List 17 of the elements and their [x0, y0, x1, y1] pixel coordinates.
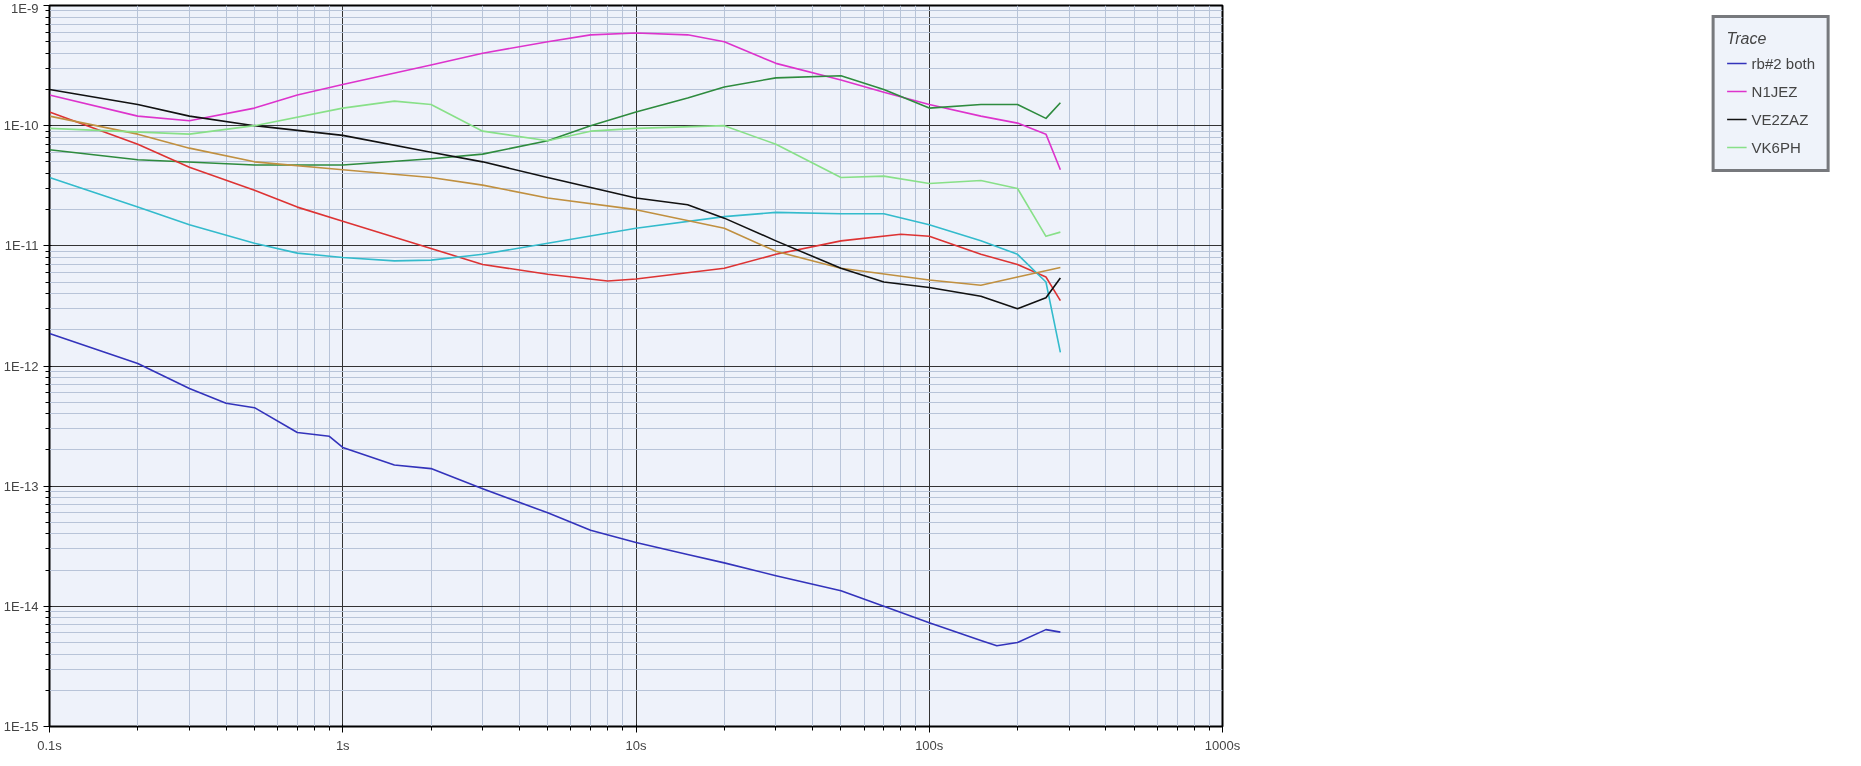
y-tick-label: 1E-14	[3, 598, 39, 614]
x-tick-label: 100s	[915, 737, 944, 753]
y-tick-label: 1E-9	[11, 0, 39, 16]
legend-title: Trace	[1726, 30, 1768, 48]
y-tick-label: 1E-13	[3, 478, 39, 494]
y-tick-label: 1E-12	[3, 358, 39, 374]
y-tick-label: 1E-10	[3, 118, 39, 134]
y-tick-label: 1E-11	[4, 238, 39, 254]
legend-label: rb#2 both	[1751, 54, 1815, 72]
x-tick-label: 10s	[625, 737, 647, 753]
x-tick-label: 1000s	[1204, 737, 1241, 753]
legend-label: N1JEZ	[1751, 82, 1798, 100]
legend-label: VK6PH	[1751, 138, 1801, 156]
x-tick-label: 0.1s	[37, 737, 63, 753]
legend-label: VE2ZAZ	[1751, 110, 1809, 128]
x-tick-label: 1s	[335, 737, 351, 753]
y-tick-label: 1E-15	[3, 719, 39, 734]
